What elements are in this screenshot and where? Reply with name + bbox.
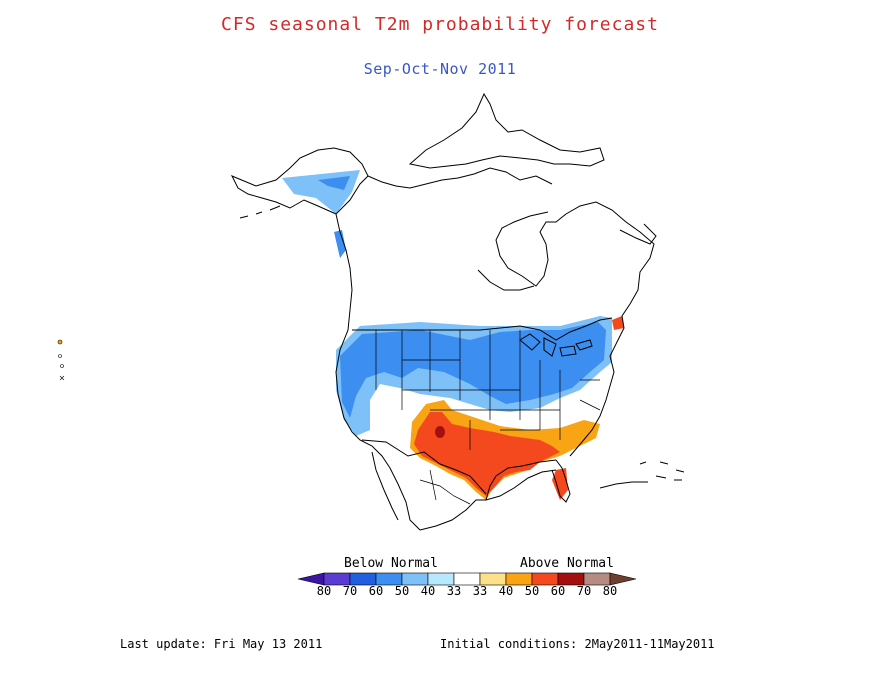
alaska-coastline	[230, 147, 369, 215]
legend-tick-label: 70	[576, 584, 592, 598]
gulf-coast	[485, 459, 557, 501]
chart-title: CFS seasonal T2m probability forecast	[221, 14, 659, 35]
great-lakes	[519, 333, 593, 357]
edge-markers	[57, 339, 65, 381]
mexico-interior	[419, 469, 471, 505]
initial-conditions: Initial conditions: 2May2011-11May2011	[440, 637, 715, 651]
legend-tick-label: 40	[498, 584, 514, 598]
aleutians	[239, 205, 281, 219]
map-outlines	[230, 92, 685, 531]
florida-above-normal	[552, 468, 568, 500]
chart-subtitle: Sep-Oct-Nov 2011	[363, 60, 517, 78]
caribbean-islands	[599, 461, 685, 489]
florida	[551, 459, 571, 503]
canada-us-border	[352, 317, 613, 341]
probability-shading	[282, 170, 624, 500]
northern-below-normal-core	[340, 322, 606, 418]
legend-tick-label: 60	[368, 584, 384, 598]
state-lines	[375, 330, 601, 450]
legend-tick-label: 50	[394, 584, 410, 598]
us-mexico-border	[361, 439, 487, 495]
legend-tick-label: 80	[316, 584, 332, 598]
below-normal-label: Below Normal	[344, 556, 438, 571]
legend-tick-label: 70	[342, 584, 358, 598]
bc-coast-below-normal	[334, 230, 346, 258]
maine-above-normal	[612, 316, 624, 330]
legend-tick-label: 50	[524, 584, 540, 598]
hudson-bay	[477, 269, 535, 291]
legend-tick-label: 80	[602, 584, 618, 598]
color-legend	[297, 572, 637, 586]
legend-tick-label: 40	[420, 584, 436, 598]
legend-tick-label: 33	[472, 584, 488, 598]
west-coastline	[335, 213, 421, 531]
baja-california	[371, 451, 399, 521]
east-coastline	[495, 201, 655, 457]
arctic-coast	[367, 167, 553, 189]
legend-tick-label: 60	[550, 584, 566, 598]
south-above-normal-core	[414, 412, 560, 496]
legend-arrow-right	[609, 572, 637, 586]
above-normal-label: Above Normal	[520, 556, 614, 571]
arctic-islands	[408, 92, 605, 169]
new-mexico-above-70	[435, 426, 445, 438]
greenland-edge	[619, 223, 657, 245]
alaska-below-normal-core	[318, 176, 350, 190]
last-update: Last update: Fri May 13 2011	[120, 637, 323, 651]
legend-tick-label: 33	[446, 584, 462, 598]
